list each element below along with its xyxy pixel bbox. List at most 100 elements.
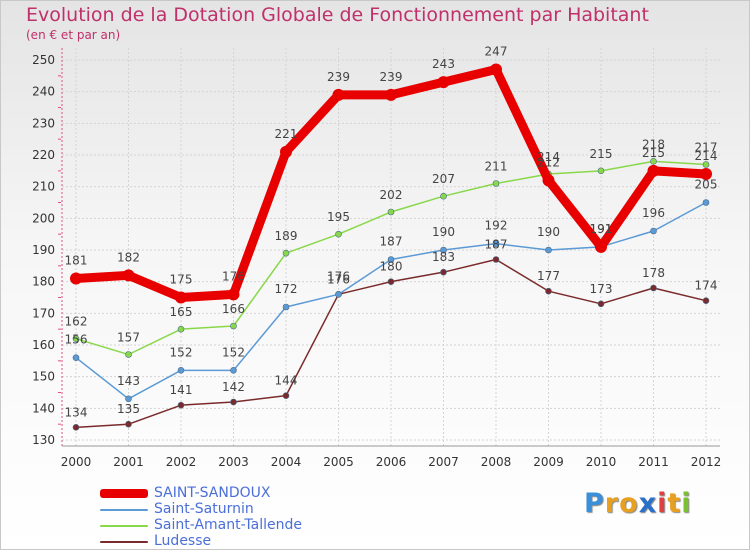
legend-swatch xyxy=(100,525,148,527)
data-point xyxy=(387,278,395,285)
data-label: 239 xyxy=(327,70,350,84)
data-point xyxy=(387,256,395,263)
data-label: 141 xyxy=(170,383,193,397)
data-label: 215 xyxy=(590,147,613,161)
y-tick-label: 140 xyxy=(32,401,55,415)
data-point xyxy=(595,240,607,253)
data-label: 239 xyxy=(380,70,403,84)
x-tick-label: 2004 xyxy=(271,455,302,469)
chart-subtitle: (en € et par an) xyxy=(26,28,121,42)
logo-letter: x xyxy=(638,488,658,519)
data-point xyxy=(492,240,500,247)
y-tick-label: 160 xyxy=(32,338,55,352)
data-label: 243 xyxy=(432,57,455,71)
data-label: 178 xyxy=(642,266,665,280)
y-tick-label: 200 xyxy=(32,211,55,225)
x-tick-label: 2011 xyxy=(638,455,669,469)
data-point xyxy=(230,322,237,330)
legend-label: SAINT-SANDOUX xyxy=(154,485,271,501)
x-tick-label: 2009 xyxy=(533,455,564,469)
chart-title: Evolution de la Dotation Globale de Fonc… xyxy=(26,4,649,26)
data-labels: 181 182 175 176 221 239 239 243 247 212 191 215 214 1… xyxy=(65,45,718,420)
data-label: 174 xyxy=(695,279,718,293)
data-point xyxy=(440,192,447,200)
data-point xyxy=(230,398,237,406)
data-label: 152 xyxy=(222,345,245,359)
data-label: 176 xyxy=(222,269,245,283)
legend-swatch xyxy=(100,509,148,511)
data-label: 196 xyxy=(642,206,665,220)
data-point xyxy=(492,256,500,263)
proxiti-logo: Proxiti xyxy=(584,488,692,519)
data-label: 221 xyxy=(275,127,298,141)
y-tick-label: 250 xyxy=(32,53,55,67)
data-point xyxy=(597,167,605,175)
data-point xyxy=(122,269,135,282)
data-point xyxy=(700,168,712,180)
data-point xyxy=(542,174,555,187)
data-point xyxy=(385,88,397,101)
data-point xyxy=(70,272,82,285)
data-label: 156 xyxy=(65,333,88,347)
logo-letter: i xyxy=(657,488,668,519)
data-point xyxy=(440,268,447,276)
data-point xyxy=(545,246,552,254)
data-point xyxy=(650,284,657,292)
data-label: 205 xyxy=(695,178,718,192)
x-tick-label: 2003 xyxy=(218,455,249,469)
data-label: 195 xyxy=(327,210,350,224)
data-label: 191 xyxy=(590,222,613,236)
data-point xyxy=(125,351,132,358)
data-point xyxy=(125,420,132,428)
data-point xyxy=(647,164,660,177)
data-label: 247 xyxy=(485,45,508,59)
data-label: 182 xyxy=(117,250,140,264)
data-point xyxy=(545,287,552,295)
data-point xyxy=(177,401,185,409)
data-label: 212 xyxy=(537,155,560,169)
data-point xyxy=(702,297,710,304)
data-label: 176 xyxy=(327,272,350,286)
logo-letter: o xyxy=(619,488,639,519)
data-point xyxy=(72,335,80,342)
data-label: 215 xyxy=(642,146,665,160)
data-label: 183 xyxy=(432,250,455,264)
x-tick-label: 2007 xyxy=(428,455,459,469)
chart-axes: 130 140 150 160 170 180 190 200 210 220 230 240 250 2… xyxy=(32,48,721,469)
legend-label: Saint-Saturnin xyxy=(154,501,254,517)
y-tick-label: 220 xyxy=(32,148,55,162)
data-label: 190 xyxy=(432,225,455,239)
data-point xyxy=(282,392,290,399)
x-tick-label: 2006 xyxy=(376,455,407,469)
data-label: 207 xyxy=(432,172,455,186)
x-tick-label: 2012 xyxy=(691,455,722,469)
data-label: 214 xyxy=(695,149,718,163)
data-label: 191 xyxy=(590,222,613,236)
y-tick-label: 150 xyxy=(32,370,55,384)
data-label: 214 xyxy=(537,150,560,164)
y-tick-label: 170 xyxy=(32,306,55,320)
x-tick-label: 2002 xyxy=(166,455,197,469)
data-point xyxy=(230,367,237,374)
data-point xyxy=(335,291,342,298)
data-label: 144 xyxy=(275,374,298,388)
data-label: 143 xyxy=(117,374,140,388)
data-point xyxy=(177,367,185,374)
data-label: 181 xyxy=(65,254,88,268)
data-label: 134 xyxy=(65,405,88,419)
data-label: 176 xyxy=(327,269,350,283)
data-label: 190 xyxy=(537,225,560,239)
data-point xyxy=(227,288,240,301)
chart-grid xyxy=(62,48,720,446)
data-point xyxy=(440,246,447,254)
data-point xyxy=(335,230,342,238)
data-label: 217 xyxy=(695,141,718,155)
data-point xyxy=(282,249,290,257)
data-label: 187 xyxy=(380,235,403,249)
legend-label: Saint-Amant-Tallende xyxy=(154,517,302,533)
data-point xyxy=(490,63,502,76)
data-point xyxy=(387,208,395,216)
data-point xyxy=(702,161,710,168)
logo-letter: r xyxy=(604,488,620,519)
data-label: 173 xyxy=(590,282,613,296)
